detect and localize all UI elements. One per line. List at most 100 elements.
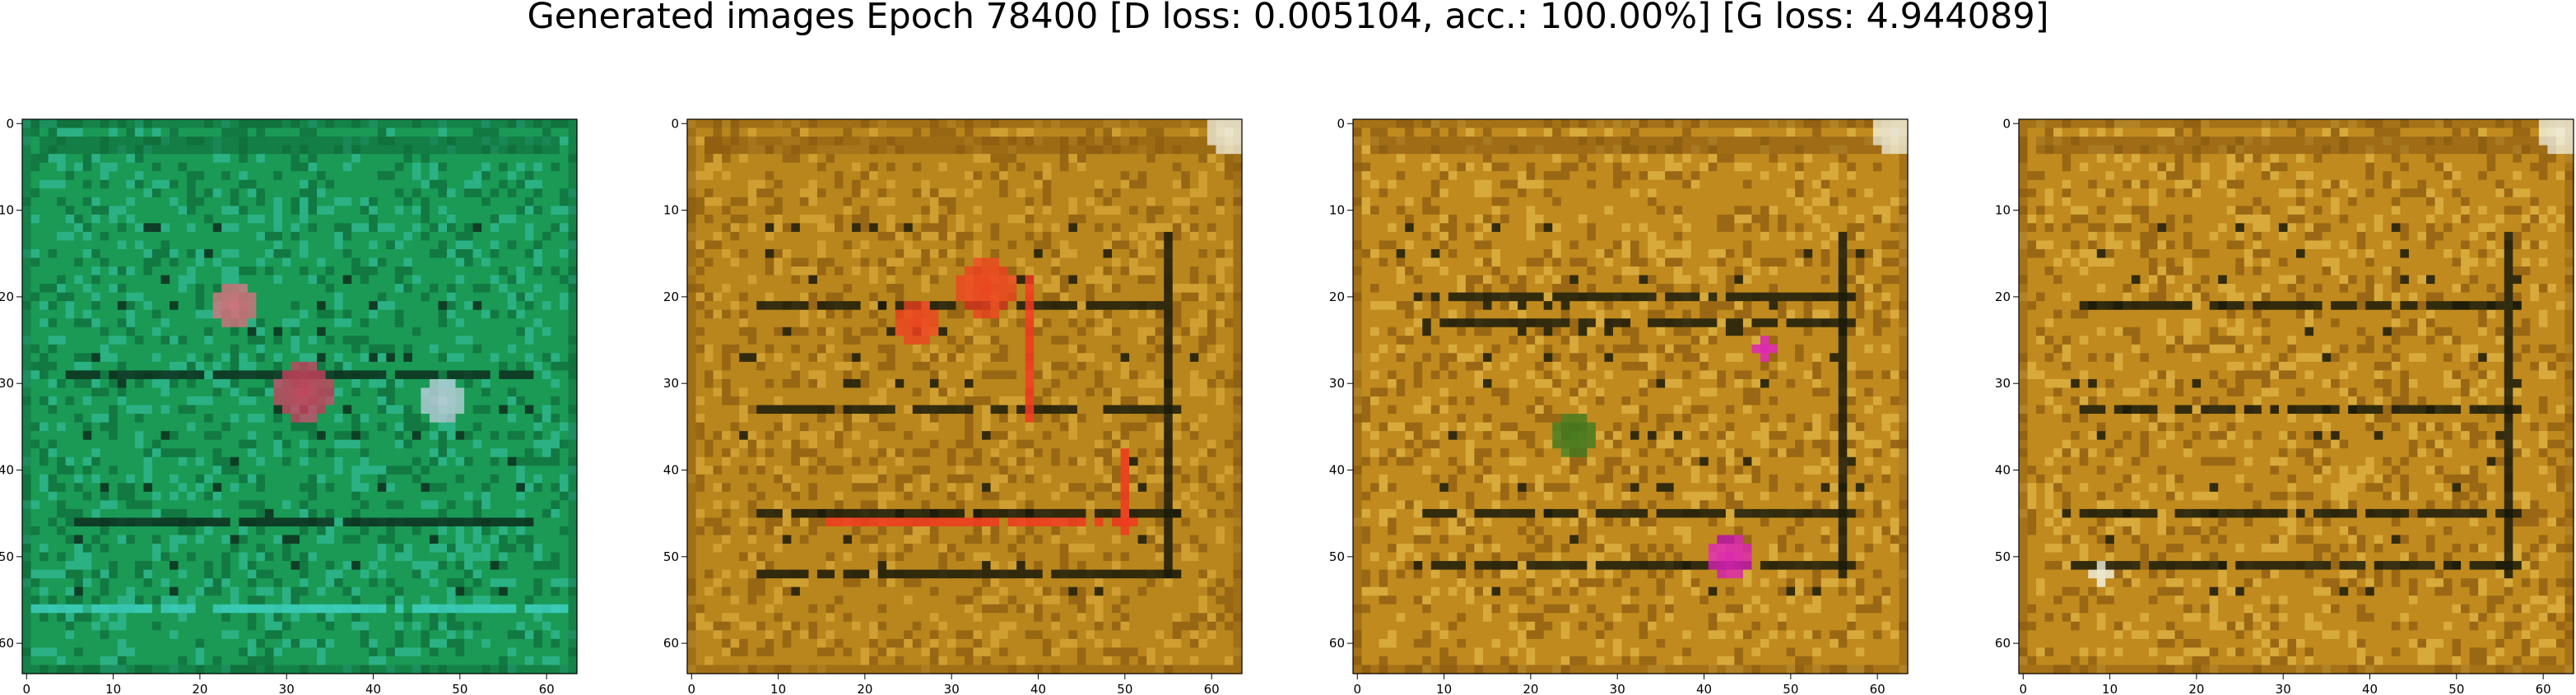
image-pixel xyxy=(542,231,552,242)
image-pixel xyxy=(1155,127,1165,137)
image-pixel xyxy=(151,361,162,372)
image-pixel xyxy=(91,552,101,562)
image-pixel xyxy=(22,248,32,259)
image-pixel xyxy=(342,336,352,345)
image-pixel xyxy=(516,353,526,363)
image-pixel xyxy=(816,179,827,189)
image-pixel xyxy=(230,275,239,285)
image-pixel xyxy=(421,171,430,181)
image-pixel xyxy=(57,309,67,319)
image-pixel xyxy=(195,275,205,285)
image-pixel xyxy=(264,535,275,544)
image-pixel xyxy=(239,119,249,129)
image-pixel xyxy=(325,483,335,493)
image-pixel xyxy=(351,275,361,285)
image-pixel xyxy=(533,370,543,380)
image-pixel xyxy=(524,448,534,458)
image-pixel xyxy=(499,656,509,666)
image-pixel xyxy=(369,638,379,649)
image-pixel xyxy=(403,309,413,319)
image-pixel xyxy=(291,257,300,267)
image-pixel xyxy=(40,500,49,510)
image-pixel xyxy=(360,474,370,484)
image-pixel xyxy=(264,119,275,129)
image-pixel xyxy=(334,405,344,415)
image-pixel xyxy=(160,240,170,250)
image-pixel xyxy=(342,154,352,164)
image-pixel xyxy=(256,535,266,544)
image-pixel xyxy=(308,353,318,363)
image-pixel xyxy=(1164,197,1174,206)
image-pixel xyxy=(533,604,543,614)
image-pixel xyxy=(100,301,109,311)
image-pixel xyxy=(1129,223,1139,233)
image-pixel xyxy=(877,119,887,129)
image-pixel xyxy=(264,638,275,649)
image-pixel xyxy=(65,179,75,189)
image-pixel xyxy=(791,127,801,137)
image-pixel xyxy=(100,586,109,596)
image-pixel xyxy=(325,370,335,380)
image-pixel xyxy=(695,188,705,198)
image-pixel xyxy=(82,561,92,571)
image-pixel xyxy=(178,127,188,137)
image-pixel xyxy=(221,240,231,250)
image-pixel xyxy=(48,179,58,189)
image-pixel xyxy=(825,119,835,129)
image-pixel xyxy=(91,301,101,311)
image-pixel xyxy=(230,569,239,579)
image-pixel xyxy=(438,396,448,406)
image-pixel xyxy=(524,483,534,493)
image-pixel xyxy=(472,206,482,215)
image-pixel xyxy=(264,439,275,449)
image-pixel xyxy=(300,378,309,389)
image-pixel xyxy=(825,145,835,155)
image-pixel xyxy=(30,466,40,475)
image-pixel xyxy=(351,231,361,242)
image-pixel xyxy=(722,137,732,146)
image-pixel xyxy=(143,569,153,579)
image-pixel xyxy=(247,179,257,189)
image-pixel xyxy=(490,370,500,380)
image-pixel xyxy=(126,119,136,129)
image-pixel xyxy=(264,361,275,372)
image-pixel xyxy=(212,630,222,640)
image-pixel xyxy=(490,630,500,640)
image-pixel xyxy=(151,188,162,198)
image-pixel xyxy=(533,422,543,432)
image-pixel xyxy=(300,508,309,519)
image-pixel xyxy=(117,665,127,674)
image-pixel xyxy=(912,154,922,164)
image-pixel xyxy=(264,405,275,415)
image-pixel xyxy=(57,327,67,336)
image-pixel xyxy=(178,145,188,155)
image-pixel xyxy=(921,188,931,198)
image-pixel xyxy=(82,370,92,380)
image-pixel xyxy=(204,179,214,189)
image-pixel xyxy=(507,414,517,424)
image-pixel xyxy=(160,223,170,233)
image-pixel xyxy=(151,578,162,588)
image-pixel xyxy=(239,439,249,449)
image-pixel xyxy=(160,370,170,380)
image-pixel xyxy=(447,127,457,137)
image-pixel xyxy=(982,223,992,233)
image-pixel xyxy=(904,197,914,206)
image-pixel xyxy=(369,578,379,588)
image-pixel xyxy=(499,361,509,372)
image-pixel xyxy=(351,127,361,137)
image-pixel xyxy=(82,171,92,181)
image-pixel xyxy=(342,630,352,640)
image-pixel xyxy=(273,318,283,328)
image-pixel xyxy=(516,526,526,536)
image-pixel xyxy=(490,361,500,372)
image-pixel xyxy=(490,535,500,544)
image-pixel xyxy=(317,370,327,380)
image-pixel xyxy=(507,647,517,657)
image-pixel xyxy=(170,387,179,397)
image-pixel xyxy=(109,431,119,441)
image-pixel xyxy=(360,353,370,363)
image-pixel xyxy=(990,154,1000,164)
image-pixel xyxy=(533,535,543,544)
image-pixel xyxy=(342,552,352,562)
